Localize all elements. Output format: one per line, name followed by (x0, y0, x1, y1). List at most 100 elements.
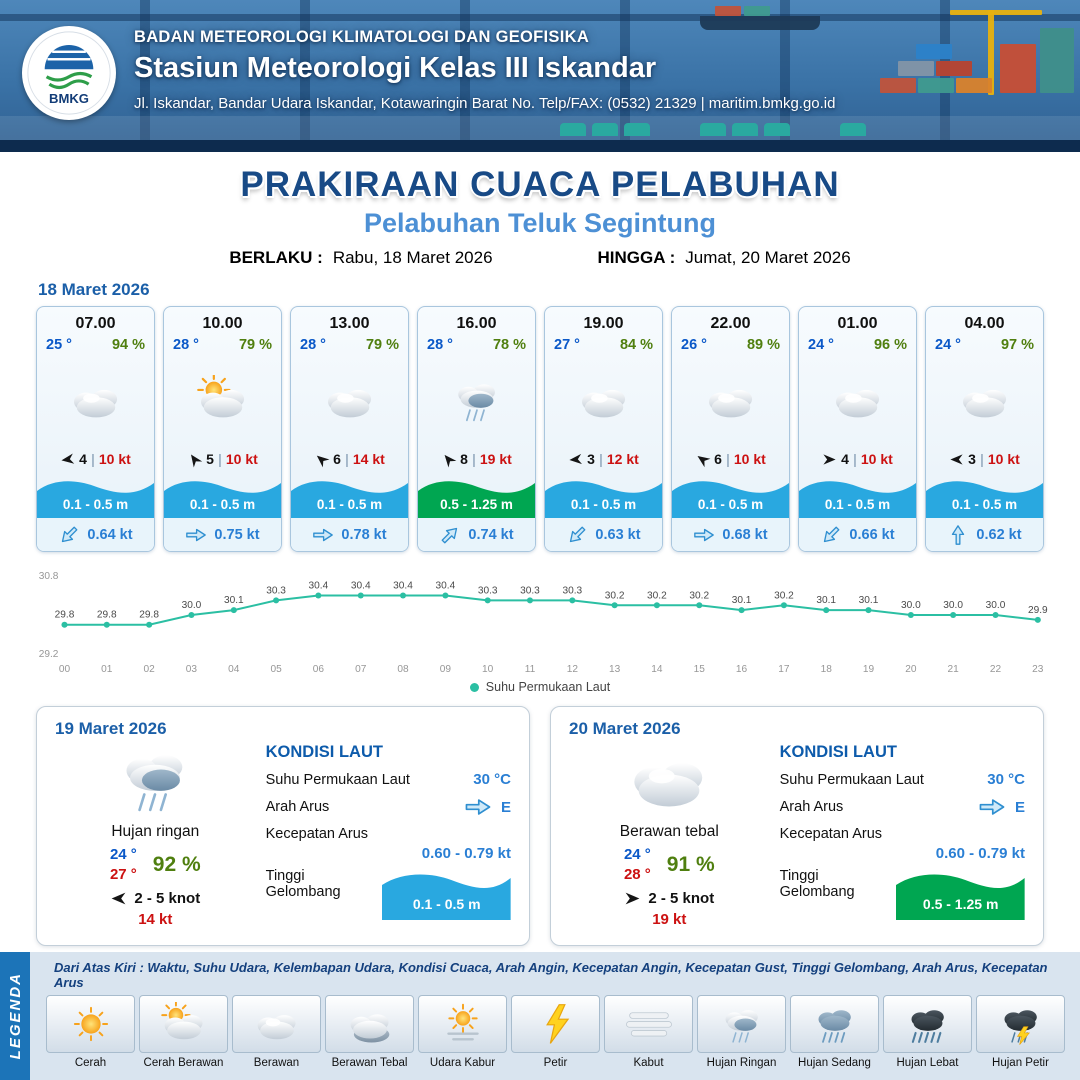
wind-speed: 6 (714, 451, 722, 467)
day-temps: 24 ° 27 ° 92 % (110, 846, 201, 883)
chart-legend-label: Suhu Permukaan Laut (485, 680, 611, 694)
day-weather-summary: Berawan tebal 24 ° 28 ° 91 % 2 - 5 knot (569, 741, 770, 928)
svg-text:30.4: 30.4 (309, 581, 329, 592)
day-card: 20 Maret 2026 Berawan tebal 24 ° 28 ° 91… (550, 706, 1044, 946)
wind-direction-icon (311, 448, 332, 469)
container-graphic (880, 78, 916, 93)
day-wind-range: 2 - 5 knot (134, 890, 201, 907)
day-wind-row: 2 - 5 knot (624, 890, 714, 907)
forecast-time: 07.00 (75, 315, 116, 332)
legend-icon-box (790, 995, 879, 1053)
svg-text:30.3: 30.3 (478, 585, 498, 596)
svg-text:08: 08 (397, 664, 409, 675)
day-gust: 19 kt (652, 911, 687, 928)
seat-graphic (624, 123, 650, 136)
header: BMKG BADAN METEOROLOGI KLIMATOLOGI DAN G… (0, 0, 1080, 152)
wave-graphic (926, 481, 1043, 518)
temp-humidity-row: 25 ° 94 % (37, 333, 154, 353)
wind-row: 5 | 10 kt (164, 446, 281, 472)
current-direction-icon (437, 521, 464, 548)
humidity: 89 % (746, 337, 780, 353)
legend-icon-box (232, 995, 321, 1053)
current-speed: 0.74 kt (468, 526, 514, 543)
legend-item-label: Berawan Tebal (331, 1057, 408, 1069)
crane-graphic (988, 10, 994, 95)
separator: | (90, 451, 95, 467)
wind-direction-icon (692, 449, 713, 470)
current-direction-icon (312, 527, 334, 543)
current-direction-icon (185, 527, 207, 543)
legend-icon-box (325, 995, 414, 1053)
temperature: 28 ° (427, 337, 453, 353)
day-humidity: 91 % (666, 852, 715, 876)
current-direction-row: Arah Arus E (780, 797, 1025, 817)
sst-value: 30 °C (473, 771, 511, 788)
forecast-card: 01.00 24 ° 96 % 4 | 10 kt 0.1 - 0.5 m (798, 306, 917, 552)
gust-speed: 10 kt (733, 451, 766, 467)
gust-speed: 12 kt (606, 451, 639, 467)
weather-icon (672, 353, 789, 446)
weather-icon (799, 353, 916, 446)
day-condition: Berawan tebal (619, 823, 719, 840)
svg-text:30.1: 30.1 (816, 595, 836, 606)
legend-icon-box (976, 995, 1065, 1053)
valid-from-label: BERLAKU : (229, 248, 323, 267)
wave-height-band: 0.5 - 1.25 m (418, 474, 535, 518)
sea-conditions: KONDISI LAUT Suhu Permukaan Laut 30 °C A… (770, 741, 1025, 928)
svg-text:29.8: 29.8 (139, 610, 159, 621)
wind-row: 8 | 19 kt (418, 446, 535, 472)
legend-icon-box (883, 995, 972, 1053)
svg-text:30.2: 30.2 (605, 590, 625, 601)
humidity: 97 % (1000, 337, 1034, 353)
forecast-time: 22.00 (710, 315, 751, 332)
svg-text:30.1: 30.1 (859, 595, 879, 606)
legend-weather-icon (62, 1002, 120, 1046)
legend-weather-icon (434, 1002, 492, 1046)
gust-speed: 10 kt (987, 451, 1020, 467)
wind-row: 6 | 10 kt (672, 446, 789, 472)
svg-text:19: 19 (863, 664, 875, 675)
current-row: 0.75 kt (164, 518, 281, 551)
sst-value: 30 °C (987, 771, 1025, 788)
svg-text:29.2: 29.2 (39, 649, 59, 660)
current-speed-label: Kecepatan Arus (265, 826, 369, 842)
header-floor (0, 116, 1080, 140)
current-row: 0.74 kt (418, 518, 535, 551)
forecast-time: 10.00 (202, 315, 243, 332)
wind-row: 3 | 10 kt (926, 446, 1043, 472)
forecast-time: 19.00 (583, 315, 624, 332)
svg-text:15: 15 (694, 664, 706, 675)
weather-icon (164, 353, 281, 446)
wave-height-band: 0.1 - 0.5 m (545, 474, 662, 518)
current-row: 0.63 kt (545, 518, 662, 551)
wind-speed: 3 (968, 451, 976, 467)
wave-height-value: 0.1 - 0.5 m (316, 497, 383, 512)
wind-direction-icon (184, 449, 205, 470)
current-direction-icon (564, 521, 591, 548)
weather-icon (545, 353, 662, 446)
forecast-time: 16.00 (456, 315, 497, 332)
legend-weather-icon (992, 1002, 1050, 1046)
wind-direction-icon (438, 448, 459, 469)
wave-height-label: Tinggi Gelombang (779, 868, 855, 900)
gust-speed: 10 kt (860, 451, 893, 467)
legend-icon-box (697, 995, 786, 1053)
legend-icon-box (604, 995, 693, 1053)
gust-speed: 14 kt (352, 451, 385, 467)
current-row: 0.78 kt (291, 518, 408, 551)
svg-text:21: 21 (948, 664, 960, 675)
org-name: BADAN METEOROLOGI KLIMATOLOGI DAN GEOFIS… (134, 28, 590, 46)
day-body: Berawan tebal 24 ° 28 ° 91 % 2 - 5 knot (569, 741, 1025, 928)
temp-humidity-row: 24 ° 97 % (926, 333, 1043, 353)
legend-band-label: LEGENDA (6, 972, 24, 1060)
day-temp-max: 28 ° (623, 866, 651, 883)
wave-graphic (164, 481, 281, 518)
legend-weather-icon (248, 1002, 306, 1046)
wave-height-band: 0.1 - 0.5 m (37, 474, 154, 518)
svg-text:11: 11 (525, 664, 536, 675)
wave-graphic (896, 874, 1025, 920)
legend-weather-icon (806, 1002, 864, 1046)
wave-height-value: 0.1 - 0.5 m (62, 497, 129, 512)
legend-marker (469, 682, 479, 692)
legend-item-label: Kabut (633, 1057, 664, 1069)
